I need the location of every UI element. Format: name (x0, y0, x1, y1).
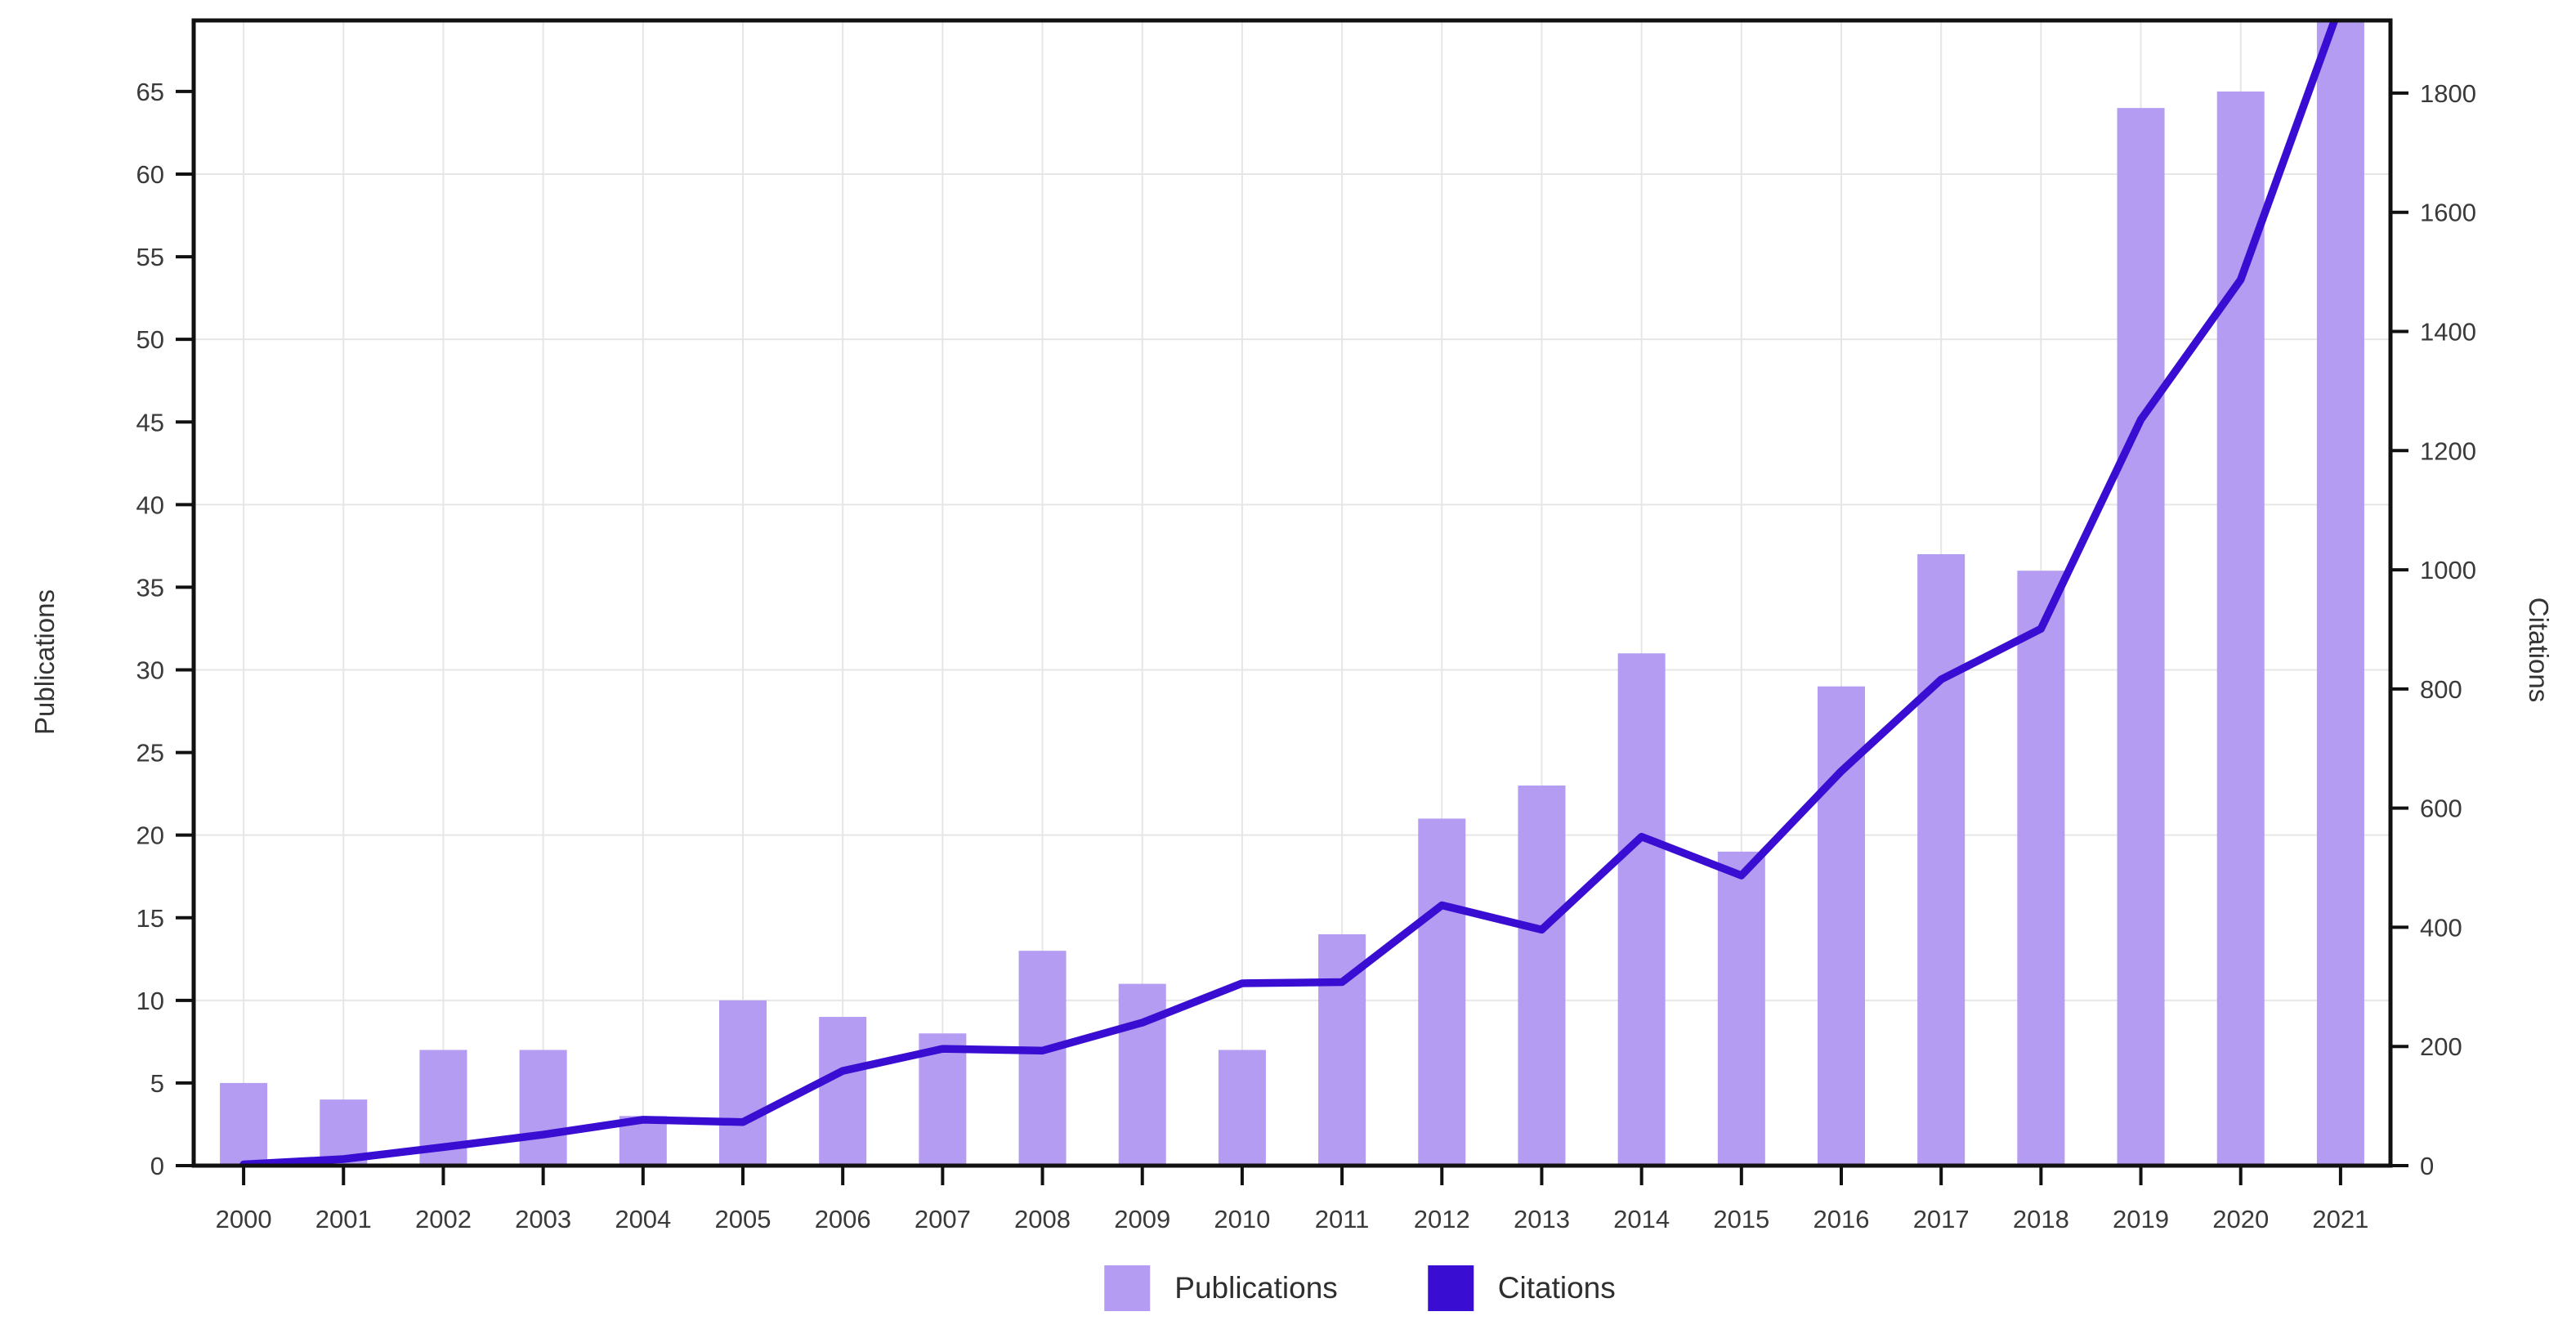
plot-border (191, 18, 2393, 1168)
x-tick-label: 2012 (1414, 1205, 1470, 1233)
y-right-tick-label: 800 (2420, 675, 2462, 704)
x-tick-label: 2017 (1913, 1205, 1970, 1233)
x-tick-label: 2006 (815, 1205, 871, 1233)
bar-2021 (2316, 20, 2364, 1166)
bar-2018 (2017, 571, 2065, 1166)
y-right-tick-label: 1400 (2420, 318, 2476, 347)
axis-ticks: 0 5 10 15 20 25 30 35 40 45 50 55 60 65 0 200 400 600 800 1… (136, 78, 2476, 1233)
y-left-tick-label: 30 (136, 656, 164, 685)
y-left-tick-label: 45 (136, 408, 164, 436)
x-tick-label: 2004 (615, 1205, 671, 1233)
legend-entry-publications[interactable]: Publications (1104, 1265, 1338, 1311)
bar-2019 (2117, 108, 2165, 1166)
left-axis-title: Publications (29, 589, 60, 735)
y-right-tick-label: 1200 (2420, 436, 2476, 465)
citations-line-series (239, 20, 2339, 1166)
x-tick-label: 2015 (1713, 1205, 1769, 1233)
citations-swatch-icon (1427, 1265, 1474, 1311)
x-tick-label: 2001 (315, 1205, 372, 1233)
y-left-tick-label: 50 (136, 325, 164, 354)
x-tick-label: 2014 (1613, 1205, 1670, 1233)
bar-2013 (1518, 786, 1566, 1166)
bar-2012 (1418, 818, 1466, 1166)
bar-2003 (519, 1050, 567, 1166)
y-left-tick-label: 5 (150, 1069, 164, 1098)
y-left-tick-label: 0 (150, 1152, 164, 1180)
y-left-tick-label: 40 (136, 490, 164, 519)
y-right-tick-label: 1800 (2420, 79, 2476, 108)
x-tick-label: 2011 (1315, 1205, 1370, 1233)
y-right-tick-label: 200 (2420, 1032, 2462, 1061)
x-tick-label: 2010 (1214, 1205, 1270, 1233)
x-tick-label: 2020 (2212, 1205, 2269, 1233)
x-tick-label: 2019 (2113, 1205, 2169, 1233)
bar-2020 (2216, 91, 2265, 1166)
publications-swatch-icon (1104, 1265, 1151, 1311)
x-tick-label: 2009 (1114, 1205, 1170, 1233)
y-right-tick-label: 1600 (2420, 199, 2476, 227)
y-right-tick-label: 1000 (2420, 556, 2476, 584)
y-left-tick-label: 60 (136, 160, 164, 189)
bar-2015 (1717, 851, 1765, 1166)
legend-entry-citations[interactable]: Citations (1427, 1265, 1616, 1311)
y-left-tick-label: 20 (136, 821, 164, 850)
legend: Publications Citations (1104, 1265, 1616, 1311)
legend-label-citations: Citations (1497, 1271, 1616, 1305)
y-left-tick-label: 10 (136, 987, 164, 1015)
x-tick-label: 2003 (515, 1205, 571, 1233)
y-right-tick-label: 400 (2420, 913, 2462, 942)
x-tick-label: 2002 (415, 1205, 472, 1233)
y-left-tick-label: 55 (136, 243, 164, 271)
bar-2014 (1617, 653, 1666, 1166)
x-tick-label: 2005 (715, 1205, 771, 1233)
bar-2008 (1018, 951, 1067, 1166)
x-tick-label: 2008 (1014, 1205, 1071, 1233)
bar-2005 (719, 1000, 767, 1166)
legend-label-publications: Publications (1174, 1271, 1338, 1305)
bar-2017 (1917, 553, 1966, 1166)
y-right-tick-label: 0 (2420, 1152, 2434, 1180)
bar-2000 (220, 1082, 268, 1166)
y-left-tick-label: 35 (136, 573, 164, 602)
bar-2006 (819, 1017, 867, 1166)
y-left-tick-label: 15 (136, 904, 164, 933)
x-tick-label: 2000 (216, 1205, 272, 1233)
publications-bar-series (220, 20, 2364, 1166)
y-right-tick-label: 600 (2420, 795, 2462, 823)
y-left-tick-label: 25 (136, 739, 164, 768)
x-tick-label: 2007 (915, 1205, 971, 1233)
x-tick-label: 2018 (2013, 1205, 2069, 1233)
right-axis-title: Citations (2524, 597, 2554, 703)
bar-2009 (1118, 983, 1166, 1166)
x-tick-label: 2021 (2312, 1205, 2368, 1233)
x-tick-label: 2013 (1514, 1205, 1570, 1233)
x-tick-label: 2016 (1813, 1205, 1870, 1233)
y-left-tick-label: 65 (136, 78, 164, 106)
bar-2010 (1218, 1050, 1266, 1166)
